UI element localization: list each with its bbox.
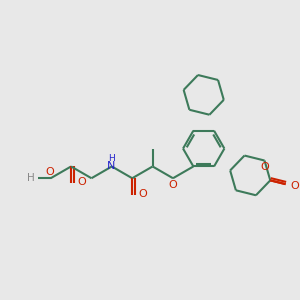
Text: O: O — [45, 167, 54, 177]
Text: O: O — [168, 179, 177, 190]
Text: O: O — [261, 162, 269, 172]
Text: O: O — [290, 182, 299, 191]
Text: H: H — [26, 173, 34, 183]
Text: H: H — [109, 154, 115, 163]
Text: N: N — [107, 161, 116, 171]
Text: O: O — [77, 177, 86, 188]
Text: O: O — [138, 189, 147, 199]
